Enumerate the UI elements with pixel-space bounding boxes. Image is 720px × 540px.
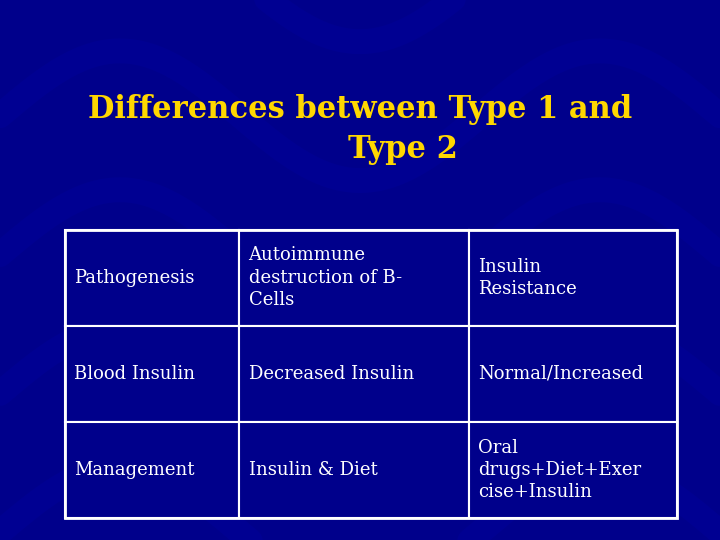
Text: Management: Management [74,461,194,480]
Text: Blood Insulin: Blood Insulin [74,365,195,383]
Text: Decreased Insulin: Decreased Insulin [248,365,414,383]
Bar [65,326,239,422]
Bar [239,422,469,518]
Bar [65,230,677,518]
Text: Oral
drugs+Diet+Exer
cise+Insulin: Oral drugs+Diet+Exer cise+Insulin [478,439,642,502]
Bar [469,422,677,518]
Text: Insulin & Diet: Insulin & Diet [248,461,377,480]
Bar [65,422,239,518]
Text: Insulin
Resistance: Insulin Resistance [478,258,577,298]
Bar [469,230,677,326]
Bar [239,230,469,326]
Bar [239,326,469,422]
Text: Differences between Type 1 and
        Type 2: Differences between Type 1 and Type 2 [88,94,632,165]
Bar [65,230,239,326]
Text: Pathogenesis: Pathogenesis [74,269,194,287]
Text: Autoimmune
destruction of B-
Cells: Autoimmune destruction of B- Cells [248,246,402,309]
Text: Normal/Increased: Normal/Increased [478,365,643,383]
Bar [469,326,677,422]
